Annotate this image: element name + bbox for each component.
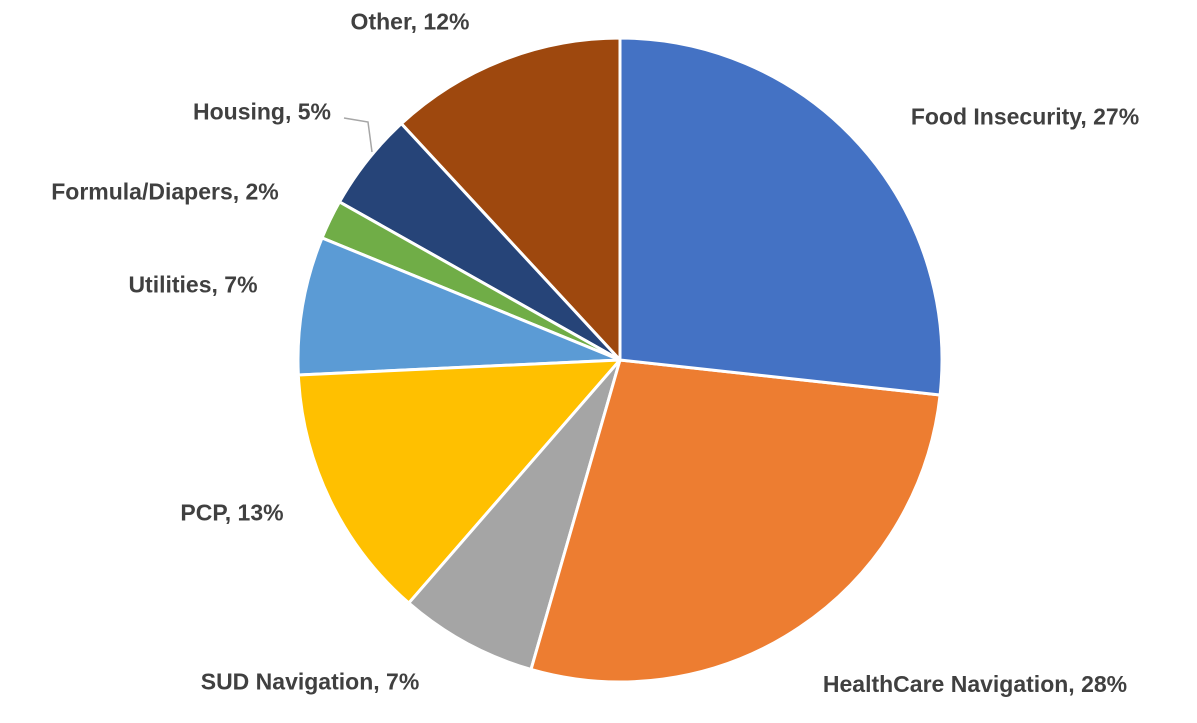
leader-line [343,117,373,153]
pie-slice [296,235,621,377]
pie-slice [529,358,942,684]
pie-slice [618,36,944,397]
pie-slice [296,358,624,606]
data-label: Formula/Diapers, 2% [51,178,279,205]
data-label: Other, 12% [350,8,470,35]
data-label: Housing, 5% [192,98,332,125]
data-label: PCP, 13% [180,499,284,526]
data-label: Utilities, 7% [128,271,258,298]
pie-slice [406,359,622,672]
pie-slice [399,36,622,364]
data-label: HealthCare Navigation, 28% [822,671,1128,697]
data-label: SUD Navigation, 7% [200,668,420,695]
data-label: Food Insecurity, 27% [910,103,1140,130]
